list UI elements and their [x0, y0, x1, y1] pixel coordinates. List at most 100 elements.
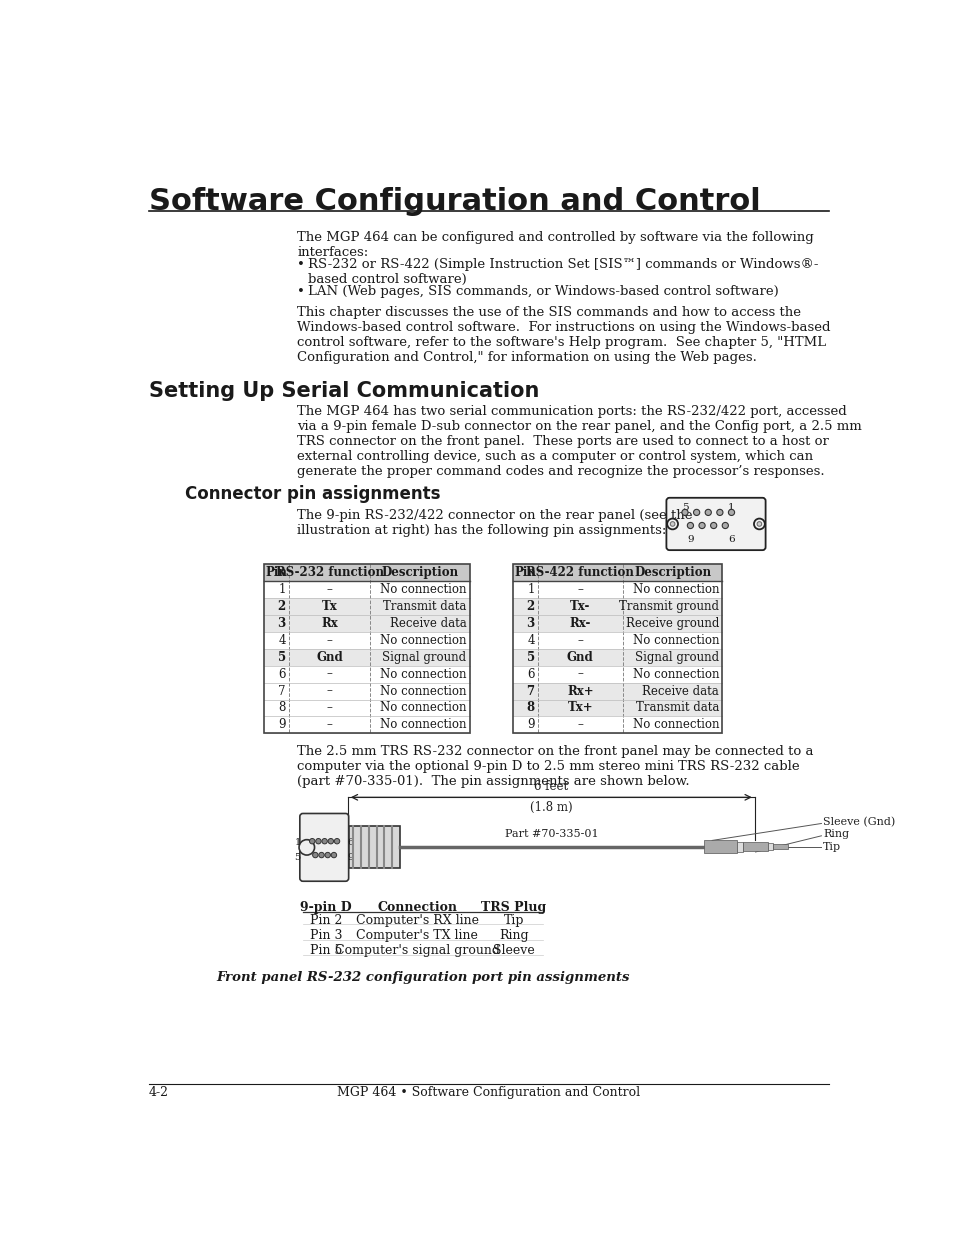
Text: Gnd: Gnd: [566, 651, 593, 663]
Text: 8: 8: [526, 701, 534, 715]
FancyBboxPatch shape: [666, 498, 765, 550]
Circle shape: [309, 839, 314, 844]
Text: Setting Up Serial Communication: Setting Up Serial Communication: [149, 380, 538, 400]
Text: No connection: No connection: [379, 719, 466, 731]
Bar: [742, 842, 767, 851]
Text: No connection: No connection: [632, 668, 719, 680]
Text: 9: 9: [686, 535, 693, 543]
Text: Description: Description: [634, 566, 710, 579]
Circle shape: [334, 839, 339, 844]
Bar: [767, 844, 772, 850]
Text: Tx: Tx: [321, 600, 337, 613]
Bar: [513, 699, 721, 716]
Bar: [772, 844, 787, 850]
Text: Pin 5: Pin 5: [310, 945, 342, 957]
Circle shape: [757, 521, 760, 526]
Text: Computer's RX line: Computer's RX line: [355, 914, 478, 926]
Text: TRS Plug: TRS Plug: [481, 902, 546, 914]
Text: 2: 2: [526, 600, 534, 613]
Text: The 9-pin RS-232/422 connector on the rear panel (see the
illustration at right): The 9-pin RS-232/422 connector on the re…: [297, 509, 692, 536]
Text: Pin 2: Pin 2: [310, 914, 342, 926]
Circle shape: [325, 852, 330, 858]
Text: –: –: [577, 668, 582, 680]
Bar: [513, 683, 721, 699]
Bar: [736, 841, 742, 852]
Text: No connection: No connection: [379, 684, 466, 698]
Text: Transmit data: Transmit data: [635, 701, 719, 715]
Circle shape: [670, 521, 674, 526]
Text: 1: 1: [294, 839, 300, 847]
Text: MGP 464 • Software Configuration and Control: MGP 464 • Software Configuration and Con…: [337, 1086, 639, 1099]
Text: Computer's TX line: Computer's TX line: [355, 929, 477, 942]
Text: No connection: No connection: [379, 583, 466, 597]
Text: 3: 3: [526, 616, 534, 630]
Text: Sleeve (Gnd): Sleeve (Gnd): [822, 816, 894, 827]
Text: No connection: No connection: [632, 719, 719, 731]
Text: Transmit data: Transmit data: [383, 600, 466, 613]
Text: –: –: [577, 583, 582, 597]
Text: 9: 9: [348, 852, 354, 862]
Text: –: –: [326, 701, 333, 715]
Text: 6: 6: [527, 668, 534, 680]
Circle shape: [753, 519, 764, 530]
Text: 9: 9: [527, 719, 534, 731]
Text: Computer's signal ground: Computer's signal ground: [335, 945, 499, 957]
Circle shape: [704, 509, 711, 515]
Text: Signal ground: Signal ground: [382, 651, 466, 663]
Text: 4: 4: [278, 634, 286, 647]
Circle shape: [298, 840, 314, 855]
Text: Transmit ground: Transmit ground: [618, 600, 719, 613]
Text: Receive ground: Receive ground: [625, 616, 719, 630]
Circle shape: [699, 522, 704, 529]
Text: The MGP 464 can be configured and controlled by software via the following
inter: The MGP 464 can be configured and contro…: [297, 231, 814, 259]
Text: 4-2: 4-2: [149, 1086, 169, 1099]
Text: No connection: No connection: [632, 583, 719, 597]
Text: Rx: Rx: [321, 616, 337, 630]
Text: –: –: [326, 684, 333, 698]
Text: The 2.5 mm TRS RS-232 connector on the front panel may be connected to a
compute: The 2.5 mm TRS RS-232 connector on the f…: [297, 745, 813, 788]
Text: Tx-: Tx-: [570, 600, 590, 613]
Text: Tx+: Tx+: [567, 701, 593, 715]
Circle shape: [681, 509, 687, 515]
Circle shape: [716, 509, 722, 515]
Text: Receive data: Receive data: [389, 616, 466, 630]
Text: 5: 5: [681, 503, 688, 513]
Text: 1: 1: [527, 583, 534, 597]
Text: 8: 8: [278, 701, 286, 715]
Text: 1: 1: [727, 503, 734, 513]
Text: •: •: [297, 285, 305, 299]
Text: Rx+: Rx+: [566, 684, 593, 698]
Text: RS-422 function: RS-422 function: [526, 566, 634, 579]
Circle shape: [686, 522, 693, 529]
Text: Pin: Pin: [265, 566, 287, 579]
Bar: [264, 598, 469, 615]
Text: Receive data: Receive data: [641, 684, 719, 698]
Bar: [264, 564, 469, 580]
Text: Ring: Ring: [822, 829, 848, 840]
Text: Connection: Connection: [376, 902, 456, 914]
Text: No connection: No connection: [379, 668, 466, 680]
Circle shape: [710, 522, 716, 529]
Text: 5: 5: [277, 651, 286, 663]
Bar: [349, 826, 399, 868]
Text: 6 feet: 6 feet: [534, 781, 568, 793]
Text: Part #70-335-01: Part #70-335-01: [505, 829, 598, 839]
Text: Gnd: Gnd: [316, 651, 343, 663]
Text: Rx-: Rx-: [569, 616, 591, 630]
Text: 4: 4: [527, 634, 534, 647]
Text: –: –: [577, 634, 582, 647]
Text: The MGP 464 has two serial communication ports: the RS-232/422 port, accessed
vi: The MGP 464 has two serial communication…: [297, 405, 862, 478]
Text: (1.8 m): (1.8 m): [530, 802, 572, 814]
FancyBboxPatch shape: [299, 814, 348, 882]
Text: Sleeve: Sleeve: [493, 945, 535, 957]
Text: RS-232 or RS-422 (Simple Instruction Set [SIS™] commands or Windows®-
based cont: RS-232 or RS-422 (Simple Instruction Set…: [308, 258, 818, 287]
Text: No connection: No connection: [632, 634, 719, 647]
Circle shape: [666, 519, 678, 530]
Text: 2: 2: [277, 600, 286, 613]
Circle shape: [721, 522, 728, 529]
Circle shape: [728, 509, 734, 515]
Text: Connector pin assignments: Connector pin assignments: [185, 485, 440, 504]
Bar: [513, 564, 721, 580]
Text: RS-232 function: RS-232 function: [275, 566, 383, 579]
Text: Front panel RS-232 configuration port pin assignments: Front panel RS-232 configuration port pi…: [216, 971, 629, 983]
